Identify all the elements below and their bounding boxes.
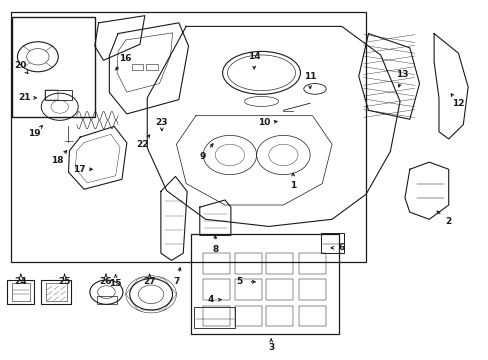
Text: 5: 5 (236, 277, 242, 286)
Text: 2: 2 (445, 217, 451, 226)
Bar (12, 283, 30, 301)
Bar (234, 279, 261, 300)
Text: 16: 16 (119, 54, 131, 63)
Bar (266, 279, 292, 300)
Text: 26: 26 (100, 277, 112, 286)
Bar (45, 90, 58, 100)
Text: 4: 4 (207, 295, 213, 304)
Text: 8: 8 (212, 245, 218, 254)
Text: 18: 18 (51, 156, 63, 165)
Bar (234, 306, 261, 327)
Bar (234, 253, 261, 274)
Text: 22: 22 (136, 140, 148, 149)
Text: 14: 14 (247, 52, 260, 61)
Bar (11, 12, 366, 262)
Bar (7, 280, 34, 304)
Text: 20: 20 (15, 61, 27, 70)
Bar (131, 64, 143, 70)
Bar (45, 90, 72, 100)
Bar (298, 279, 325, 300)
Bar (298, 306, 325, 327)
Bar (191, 234, 339, 334)
Text: 25: 25 (58, 277, 71, 286)
Bar (12, 18, 95, 117)
Text: 17: 17 (73, 165, 85, 174)
Bar (45, 283, 67, 301)
Bar (41, 280, 71, 304)
Bar (203, 253, 229, 274)
Bar (321, 233, 343, 253)
Text: 10: 10 (257, 118, 269, 127)
Text: 23: 23 (155, 118, 168, 127)
Text: 24: 24 (15, 277, 27, 286)
Text: 11: 11 (303, 72, 316, 81)
Bar (194, 307, 235, 328)
Text: 15: 15 (109, 279, 122, 288)
Text: 9: 9 (200, 152, 206, 161)
Text: 21: 21 (19, 93, 31, 102)
Text: 3: 3 (267, 343, 274, 352)
Bar (266, 306, 292, 327)
Text: 27: 27 (143, 277, 156, 286)
Text: 1: 1 (289, 181, 296, 190)
Text: 13: 13 (395, 70, 408, 79)
Bar (146, 64, 158, 70)
Text: 12: 12 (451, 99, 464, 108)
Text: 7: 7 (173, 277, 179, 286)
Text: 6: 6 (338, 243, 344, 252)
Bar (203, 306, 229, 327)
Bar (97, 296, 116, 304)
Bar (203, 279, 229, 300)
Text: 19: 19 (28, 129, 41, 138)
Bar (298, 253, 325, 274)
Bar (266, 253, 292, 274)
